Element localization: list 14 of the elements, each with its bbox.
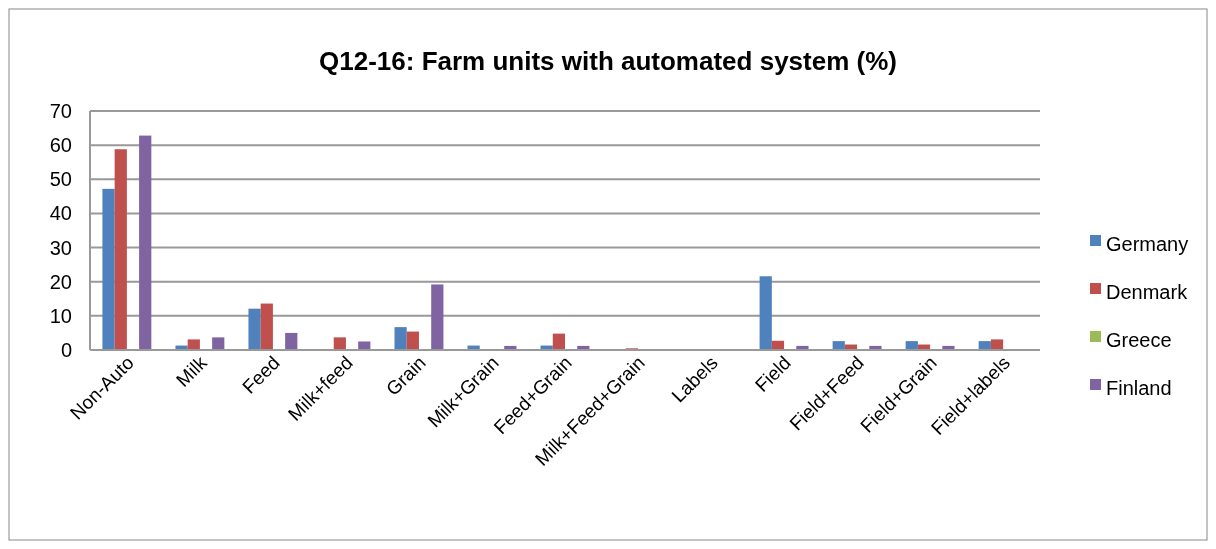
y-tick-label: 40 [49, 202, 72, 225]
y-tick-label: 30 [49, 236, 72, 259]
chart-title: Q12-16: Farm units with automated system (%) [319, 46, 897, 76]
y-tick-label: 20 [49, 270, 72, 293]
legend-label: Finland [1106, 377, 1172, 400]
y-tick-label: 70 [49, 100, 72, 122]
y-tick-label: 60 [49, 134, 72, 157]
y-tick-label: 50 [49, 168, 72, 191]
x-tick-label: Milk [171, 351, 212, 391]
y-tick-label: 0 [60, 339, 72, 361]
legend-label: Germany [1106, 233, 1189, 256]
legend-label: Denmark [1106, 281, 1189, 304]
legend-label: Greece [1106, 329, 1172, 352]
y-tick-label: 10 [49, 304, 72, 327]
